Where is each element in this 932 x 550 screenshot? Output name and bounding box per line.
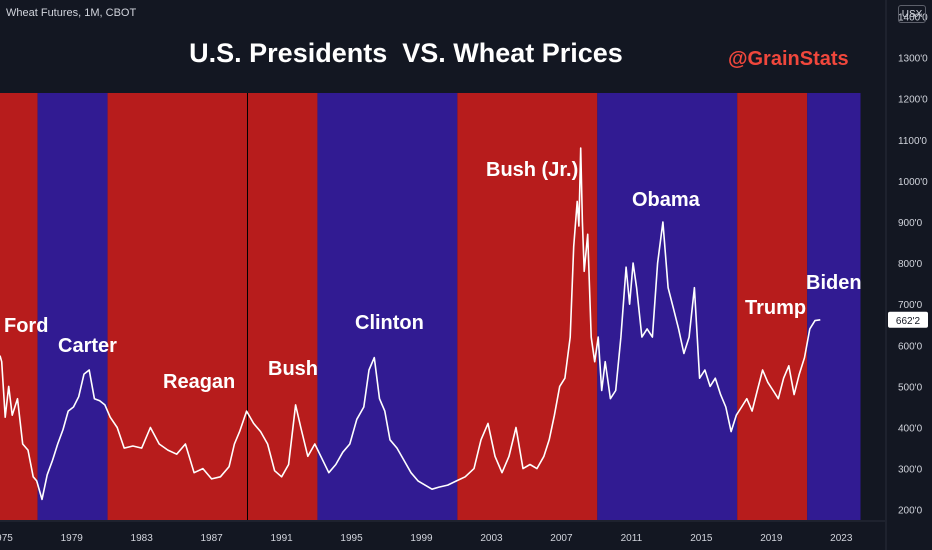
term-band-reagan [107,93,248,520]
term-band-trump [737,93,808,520]
label-biden: Biden [806,272,862,294]
price-line [0,147,821,501]
y-tick-label: 1000'0 [898,177,928,188]
label-bush-jr: Bush (Jr.) [486,159,578,181]
term-band-bush-jr [457,93,598,520]
currency-button[interactable]: USX [898,5,926,23]
term-band-ford [0,93,38,520]
term-band-carter [37,93,108,520]
chart-title: U.S. Presidents VS. Wheat Prices [189,38,623,68]
y-tick-label: 1300'0 [898,54,928,65]
y-axis: 200'0 300'0 400'0 500'0 600'0 700'0 800'0 900'0… [885,0,928,550]
x-tick-label: 2011 [621,533,643,544]
label-reagan: Reagan [163,371,235,393]
last-price-tag: 662'2 [888,311,928,328]
label-obama: Obama [632,189,701,211]
y-tick-label: 200'0 [898,506,923,517]
y-tick-label: 1400'0 [898,12,928,23]
label-ford: Ford [4,315,48,337]
y-tick-label: 700'0 [898,300,923,311]
x-tick-label: 2019 [760,533,783,544]
x-tick-label: 2003 [480,533,503,544]
term-band-clinton [317,93,458,520]
label-clinton: Clinton [355,312,424,334]
y-tick-label: 500'0 [898,382,923,393]
x-tick-label: 2007 [550,533,573,544]
y-tick-label: 1100'0 [898,136,927,147]
y-tick-label: 600'0 [898,341,923,352]
y-tick-label: 300'0 [898,465,923,476]
x-tick-label: 1995 [340,533,363,544]
y-tick-label: 900'0 [898,218,923,229]
label-trump: Trump [745,297,806,319]
x-tick-label: 1999 [410,533,433,544]
symbol-header: Wheat Futures, 1M, CBOT [6,7,137,19]
x-tick-label: 1987 [201,533,224,544]
price-line-group [0,147,821,501]
y-tick-label: 800'0 [898,259,923,270]
y-tick-label: 400'0 [898,424,923,435]
term-band-biden [807,93,861,520]
label-bush: Bush [268,358,318,380]
last-price-box [888,311,928,328]
label-carter: Carter [58,335,117,357]
last-price-label: 662'2 [896,316,921,327]
brand-handle: @GrainStats [728,48,849,70]
x-tick-label: 2015 [690,533,713,544]
president-labels: Ford Carter Reagan Bush Clinton Bush (Jr.) Oba… [4,159,862,393]
x-tick-label: 1979 [61,533,84,544]
x-tick-label: 2023 [830,533,853,544]
y-tick-label: 1200'0 [898,95,928,106]
x-tick-label: 1975 [0,533,13,544]
term-band-obama [597,93,738,520]
x-axis: 1975 1979 1983 1987 1991 1995 1999 2003 2007 2011… [0,520,885,544]
x-tick-label: 1983 [131,533,154,544]
x-tick-label: 1991 [270,533,293,544]
presidential-term-bands [0,93,861,520]
